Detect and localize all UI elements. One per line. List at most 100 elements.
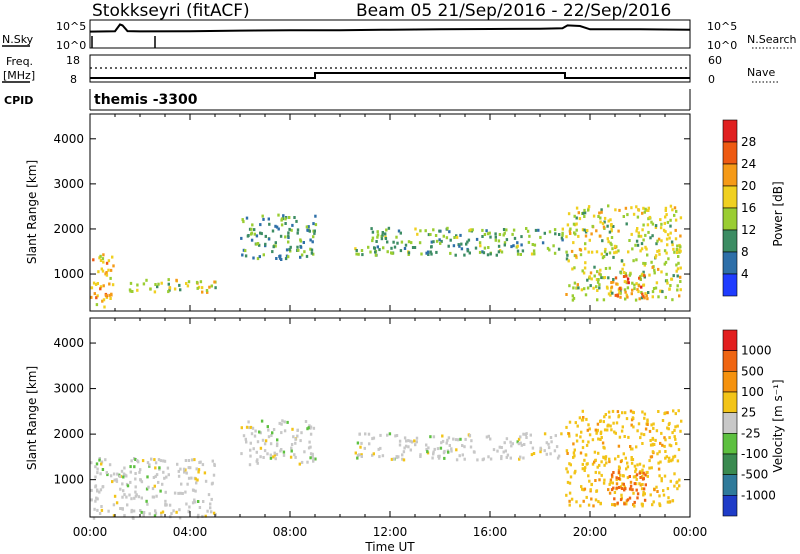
echo-cell [572,442,575,446]
echo-cell [200,286,204,290]
echo-cell [313,231,316,235]
echo-cell [275,225,279,229]
echo-cell [244,437,247,441]
echo-cell [646,423,649,426]
echo-cell [642,493,645,497]
echo-cell [376,233,380,237]
colorbar-tick-label: -1000 [741,488,776,502]
echo-cell [483,246,487,250]
echo-cell [655,429,659,433]
echo-cell [573,281,577,285]
echo-cell [255,234,259,238]
echo-cell [573,448,576,452]
echo-cell [623,288,627,292]
echo-cell [140,480,144,484]
echo-cell [641,483,644,486]
echo-cell [461,444,464,447]
echo-cell [595,489,599,493]
echo-cell [425,443,428,447]
echo-cell [634,482,638,486]
echo-cell [115,501,119,505]
echo-cell [254,429,257,433]
echo-cell [636,243,640,247]
echo-cell [123,466,126,470]
echo-cell [680,419,683,423]
echo-cell [645,247,648,251]
echo-cell [642,270,645,274]
echo-cell [123,493,126,497]
echo-cell [204,514,207,518]
echo-cell [288,247,291,251]
echo-cell [526,229,530,233]
echo-cell [401,457,404,461]
echo-cell [162,459,165,463]
echo-cell [593,274,596,278]
echo-cell [604,267,608,270]
echo-cell [665,279,669,283]
echo-cell [635,445,638,449]
velocity-colorbar-label: Velocity [m s⁻¹] [771,379,785,472]
echo-cell [676,487,679,491]
echo-cell [615,486,619,490]
echo-cell [157,282,160,286]
echo-cell [675,269,678,273]
echo-cell [664,438,667,442]
echo-cell [629,409,633,413]
echo-cell [128,493,131,497]
echo-cell [185,282,188,285]
echo-cell [173,491,177,495]
echo-cell [439,446,443,450]
echo-cell [577,234,580,238]
echo-cell [214,513,217,517]
echo-cell [398,439,402,443]
echo-cell [667,427,670,431]
echo-cell [355,252,358,256]
echo-cell [594,498,598,502]
echo-cell [664,260,668,264]
echo-cell [532,249,536,253]
echo-cell [153,484,156,488]
echo-cell [184,490,187,494]
echo-cell [136,283,139,287]
echo-cell [208,285,211,289]
echo-cell [379,433,382,437]
echo-cell [673,454,677,458]
echo-cell [601,222,605,226]
echo-cell [107,509,110,513]
echo-cell [497,250,501,254]
x-tick-labels: 00:00 04:00 08:00 12:00 16:00 20:00 00:00 [73,525,708,539]
echo-cell [112,514,116,518]
echo-cell [543,432,547,436]
echo-cell [147,485,150,489]
echo-cell [592,504,595,508]
echo-cell [602,481,606,485]
echo-cell [658,252,661,256]
colorbar-tick-label: 28 [741,135,756,149]
echo-cell [622,474,625,478]
echo-cell [573,231,576,235]
echo-cell [455,458,459,462]
echo-cell [394,434,397,438]
echo-cell [635,473,639,477]
echo-cell [678,478,681,482]
echo-cell [274,244,277,248]
y-tick-label: 1000 [53,267,84,281]
echo-cell [178,508,181,512]
echo-cell [569,463,572,467]
echo-cell [565,425,568,429]
echo-cell [202,500,205,503]
echo-cell [568,503,571,507]
echo-cell [638,297,641,301]
echo-cell [101,468,105,471]
echo-cell [253,434,257,438]
echo-cell [259,446,263,450]
echo-cell [372,436,376,440]
echo-cell [167,290,170,294]
echo-cell [659,460,662,464]
echo-cell [618,486,621,489]
echo-cell [272,455,275,459]
echo-cell [628,496,632,500]
echo-cell [470,439,473,443]
echo-cell [598,286,601,290]
echo-cell [547,442,550,446]
